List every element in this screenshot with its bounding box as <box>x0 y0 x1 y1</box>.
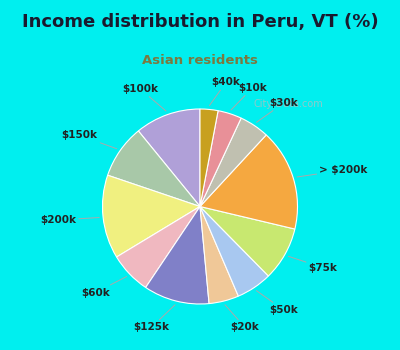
Text: $150k: $150k <box>62 130 117 149</box>
Text: Income distribution in Peru, VT (%): Income distribution in Peru, VT (%) <box>22 13 378 30</box>
Text: $30k: $30k <box>256 98 298 122</box>
Wedge shape <box>108 131 200 206</box>
Wedge shape <box>102 175 200 257</box>
Text: $10k: $10k <box>231 83 267 110</box>
Text: $75k: $75k <box>288 256 338 273</box>
Wedge shape <box>200 118 266 206</box>
Text: City-Data.com: City-Data.com <box>253 99 323 108</box>
Text: > $200k: > $200k <box>297 165 368 177</box>
Wedge shape <box>200 111 241 206</box>
Text: $40k: $40k <box>210 77 240 106</box>
Text: $100k: $100k <box>122 84 166 111</box>
Text: $50k: $50k <box>256 291 298 315</box>
Text: $125k: $125k <box>133 305 175 332</box>
Text: Asian residents: Asian residents <box>142 54 258 66</box>
Wedge shape <box>200 206 295 276</box>
Text: $200k: $200k <box>40 215 99 225</box>
Wedge shape <box>200 206 268 296</box>
Wedge shape <box>146 206 209 304</box>
Wedge shape <box>200 135 298 229</box>
Text: $60k: $60k <box>81 276 127 298</box>
Wedge shape <box>200 109 218 206</box>
Wedge shape <box>116 206 200 287</box>
Text: $20k: $20k <box>225 305 260 332</box>
Wedge shape <box>138 109 200 206</box>
Wedge shape <box>200 206 238 303</box>
